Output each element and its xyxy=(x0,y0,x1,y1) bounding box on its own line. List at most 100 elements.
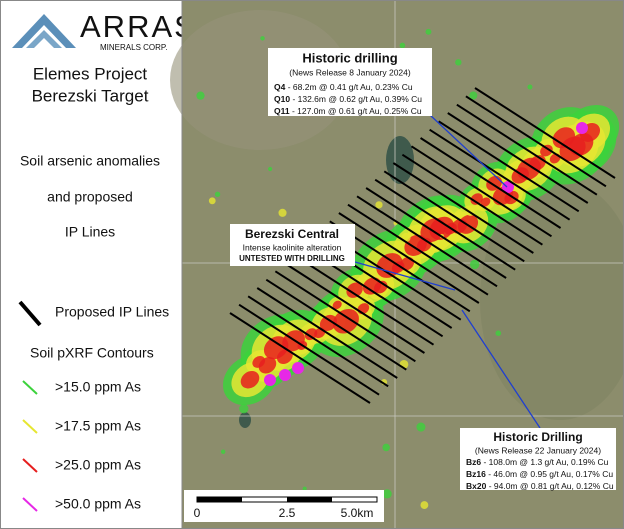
hole-id: Bz6 xyxy=(466,457,481,467)
anomaly-contour xyxy=(480,197,491,207)
ip-line xyxy=(247,295,389,388)
logo-icon xyxy=(12,14,76,48)
anomaly-spot xyxy=(382,443,390,452)
anomaly-spot xyxy=(260,36,265,41)
anomaly-spot xyxy=(302,486,307,491)
scale-label: 2.5 xyxy=(279,506,296,520)
ip-line xyxy=(374,178,516,271)
legend-label: >15.0 ppm As xyxy=(55,379,141,395)
subtitle: and proposed xyxy=(47,189,133,205)
ip-line xyxy=(229,312,371,404)
anomaly-spot xyxy=(495,330,502,337)
legend-label: >17.5 ppm As xyxy=(55,418,141,434)
anomaly-contour xyxy=(276,349,293,364)
anomaly-contour xyxy=(319,314,338,332)
anomaly-spot xyxy=(196,91,205,100)
callout-box xyxy=(460,428,616,490)
ip-line xyxy=(383,170,525,263)
subtitle: Soil arsenic anomalies xyxy=(20,153,160,169)
callout-title: Historic Drilling xyxy=(493,430,582,444)
title: Elemes Project xyxy=(33,64,148,83)
subtitle: IP Lines xyxy=(65,224,115,240)
intercept: - 132.6m @ 0.62 g/t Au, 0.39% Cu xyxy=(290,94,422,104)
anomaly-spot xyxy=(469,91,478,100)
hole-id: Q4 xyxy=(274,82,286,92)
hole-id: Q10 xyxy=(274,94,290,104)
ip-line xyxy=(420,137,562,229)
anomaly-contour xyxy=(264,374,276,386)
scale-label: 0 xyxy=(194,506,201,520)
logo-tagline: MINERALS CORP. xyxy=(100,43,167,52)
logo-name: ARRAS xyxy=(80,9,197,44)
ip-line xyxy=(474,87,616,179)
ip-line xyxy=(338,212,480,304)
anomaly-spot xyxy=(239,403,249,414)
anomaly-spot xyxy=(214,191,221,197)
anomaly-spot xyxy=(416,422,426,432)
legend-label: >50.0 ppm As xyxy=(55,496,141,512)
legend: Proposed IP Lines Soil pXRF Contours >15.0… xyxy=(18,300,169,512)
callout-source: (News Release 8 January 2024) xyxy=(289,67,411,77)
callout-row: Bz16 - 46.0m @ 0.95 g/t Au, 0.17% Cu xyxy=(466,469,613,479)
scale-bar-box xyxy=(184,490,384,522)
intercept: - 108.0m @ 1.3 g/t Au, 0.19% Cu xyxy=(481,457,608,467)
ip-line xyxy=(401,153,543,246)
legend-label: >25.0 ppm As xyxy=(55,457,141,473)
leader-lines xyxy=(354,114,541,429)
ip-line xyxy=(274,270,416,363)
legend-swatch xyxy=(22,458,38,473)
anomaly-contour xyxy=(470,193,483,205)
anomaly-spot xyxy=(208,197,216,205)
legend-swatch xyxy=(22,419,38,434)
anomaly-spot xyxy=(268,166,273,172)
legend-swatch xyxy=(22,380,38,395)
lake xyxy=(239,412,251,428)
legend-label: Proposed IP Lines xyxy=(55,304,169,320)
ip-line xyxy=(292,253,435,346)
ip-line xyxy=(429,128,571,221)
anomaly-spot xyxy=(469,259,480,270)
ip-line xyxy=(465,95,607,188)
title: Berezski Target xyxy=(32,86,149,105)
intercept: - 68.2m @ 0.41 g/t Au, 0.23% Cu xyxy=(285,82,412,92)
anomaly-contour xyxy=(304,328,318,341)
scale-label: 5.0km xyxy=(341,506,374,520)
ip-line xyxy=(365,187,507,279)
intercept: - 94.0m @ 0.81 g/t Au, 0.12% Cu xyxy=(486,481,613,491)
ip-line xyxy=(438,120,580,213)
legend-swatch xyxy=(18,300,42,327)
ip-line xyxy=(392,162,534,254)
callout-line: Intense kaolinite alteration xyxy=(243,242,342,252)
anomaly-contour xyxy=(346,282,363,298)
hole-id: Bx20 xyxy=(466,481,487,491)
ip-line xyxy=(410,145,553,238)
anomaly-spot xyxy=(527,84,533,90)
anomaly-contour xyxy=(292,362,304,374)
callout-box xyxy=(268,48,432,116)
ip-line xyxy=(238,303,380,396)
ip-line xyxy=(347,203,489,296)
anomaly-contour xyxy=(540,144,553,157)
legend-swatch xyxy=(22,497,38,512)
anomaly-spot xyxy=(455,59,462,66)
anomaly-spot xyxy=(414,224,420,229)
anomaly-contour xyxy=(576,122,588,134)
anomaly-spot xyxy=(399,42,406,49)
callout-box xyxy=(230,224,355,266)
anomaly-spot xyxy=(382,489,392,499)
anomaly-spot xyxy=(278,208,287,217)
callout-line: UNTESTED WITH DRILLING xyxy=(239,254,345,263)
anomaly-spot xyxy=(425,28,432,35)
anomaly-contour xyxy=(240,370,260,389)
ip-line xyxy=(447,112,589,204)
ip-line xyxy=(356,195,498,288)
ip-line xyxy=(256,287,398,379)
callout-row: Bx20 - 94.0m @ 0.81 g/t Au, 0.12% Cu xyxy=(466,481,614,491)
scale-bar xyxy=(196,496,378,503)
callout-row: Q10 - 132.6m @ 0.62 g/t Au, 0.39% Cu xyxy=(274,94,422,104)
anomaly-contour xyxy=(332,300,342,310)
callout-row: Bz6 - 108.0m @ 1.3 g/t Au, 0.19% Cu xyxy=(466,457,609,467)
intercept: - 46.0m @ 0.95 g/t Au, 0.17% Cu xyxy=(486,469,613,479)
callout-title: Berezski Central xyxy=(245,227,339,241)
